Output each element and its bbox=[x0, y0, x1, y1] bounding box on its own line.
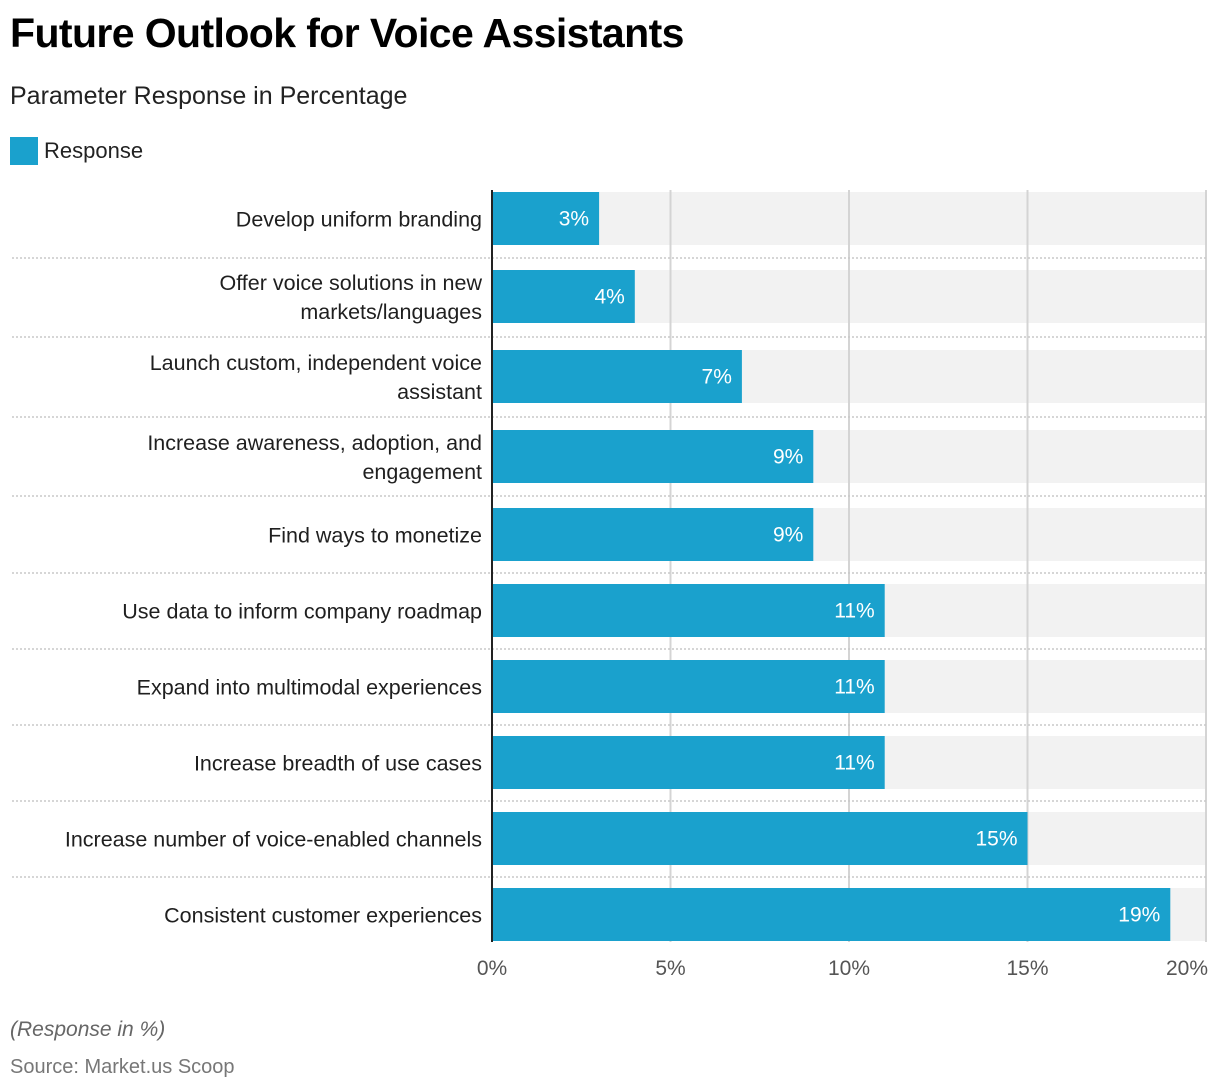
legend-swatch-response bbox=[10, 137, 38, 165]
bar bbox=[492, 270, 635, 323]
category-label: assistant bbox=[397, 380, 482, 404]
units-note: (Response in %) bbox=[10, 1018, 166, 1041]
x-tick-label: 20% bbox=[1166, 957, 1208, 980]
bar bbox=[492, 192, 600, 245]
bar-value-label: 15% bbox=[975, 828, 1017, 851]
bar-value-label: 3% bbox=[559, 208, 589, 231]
category-label: Increase number of voice-enabled channel… bbox=[65, 828, 482, 852]
category-label: Develop uniform branding bbox=[236, 208, 482, 232]
bar-value-label: 11% bbox=[834, 752, 874, 775]
bar bbox=[492, 660, 885, 713]
bar-value-label: 9% bbox=[773, 446, 803, 469]
category-label: Increase breadth of use cases bbox=[194, 752, 482, 776]
bar-value-label: 9% bbox=[773, 524, 803, 547]
bar bbox=[492, 508, 814, 561]
source-credit: Source: Market.us Scoop bbox=[10, 1056, 235, 1078]
legend: Response bbox=[10, 137, 143, 165]
bar bbox=[492, 812, 1028, 865]
category-label: Offer voice solutions in new bbox=[219, 271, 482, 295]
category-label: Consistent customer experiences bbox=[164, 904, 482, 928]
chart-subtitle: Parameter Response in Percentage bbox=[10, 82, 408, 110]
category-label: Expand into multimodal experiences bbox=[137, 676, 482, 700]
category-label: markets/languages bbox=[300, 300, 482, 324]
bar bbox=[492, 736, 885, 789]
bar bbox=[492, 584, 885, 637]
category-label: Increase awareness, adoption, and bbox=[147, 431, 482, 455]
x-tick-label: 5% bbox=[655, 957, 685, 980]
category-label: Launch custom, independent voice bbox=[150, 351, 482, 375]
x-tick-label: 0% bbox=[477, 957, 507, 980]
category-label: engagement bbox=[362, 460, 482, 484]
x-tick-label: 10% bbox=[828, 957, 870, 980]
chart-title: Future Outlook for Voice Assistants bbox=[10, 10, 684, 56]
bar-value-label: 19% bbox=[1118, 904, 1160, 927]
bar bbox=[492, 888, 1171, 941]
bar bbox=[492, 350, 742, 403]
x-tick-label: 15% bbox=[1006, 957, 1048, 980]
bar-value-label: 11% bbox=[834, 676, 874, 699]
bar-value-label: 4% bbox=[594, 286, 624, 309]
bar-value-label: 11% bbox=[834, 600, 874, 623]
legend-label-response: Response bbox=[44, 138, 144, 163]
bar bbox=[492, 430, 814, 483]
category-label: Find ways to monetize bbox=[268, 524, 482, 548]
bar-value-label: 7% bbox=[702, 366, 732, 389]
category-label: Use data to inform company roadmap bbox=[122, 600, 482, 624]
